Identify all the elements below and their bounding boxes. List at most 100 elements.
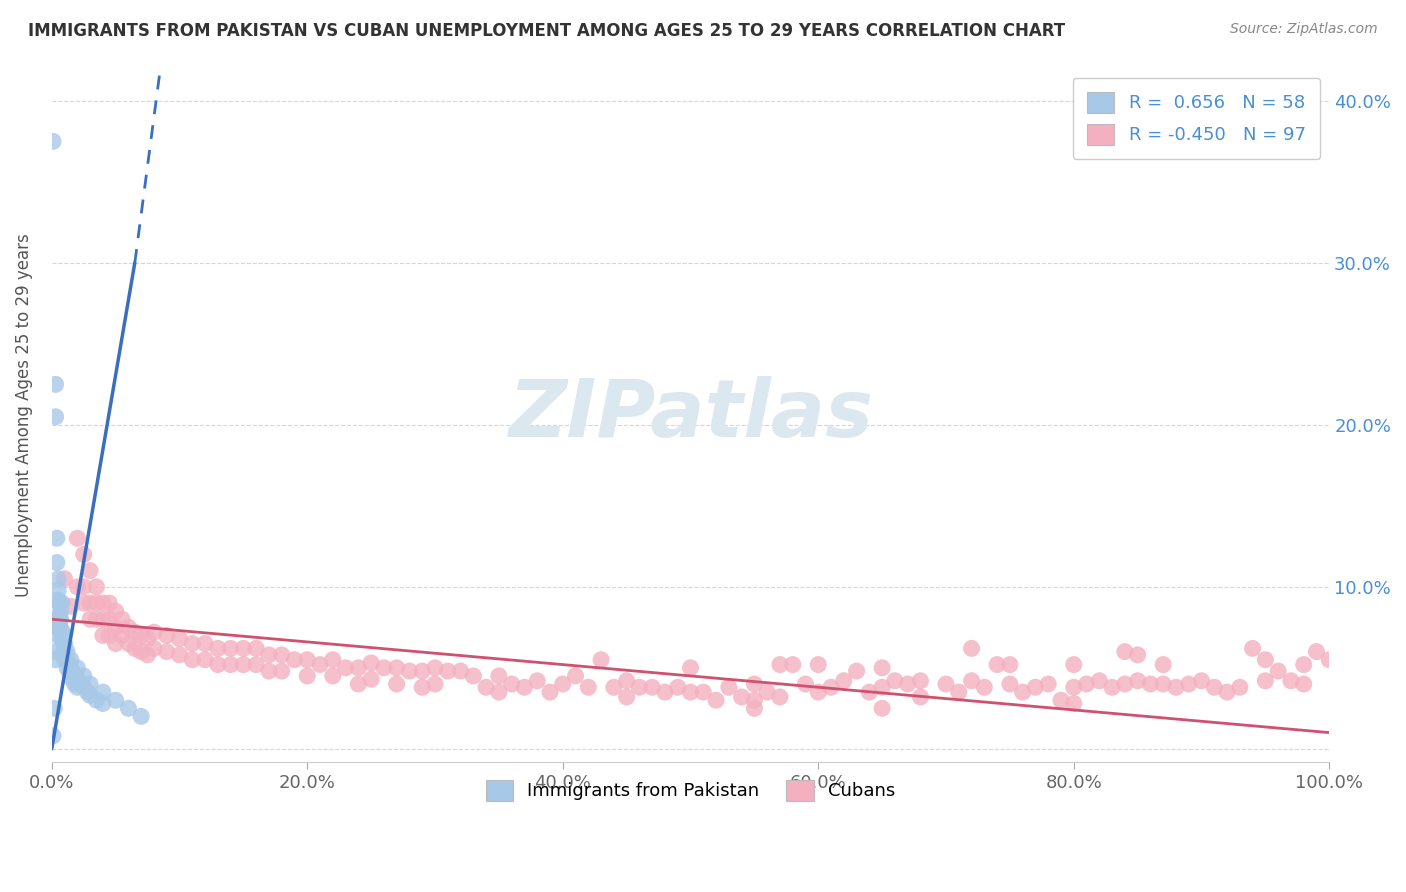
Point [245,657,267,672]
Point [169,648,191,662]
Point [207,641,229,656]
Point [194,636,217,650]
Point [986,657,1008,672]
Point [73,580,96,594]
Legend: Immigrants from Pakistan, Cubans: Immigrants from Pakistan, Cubans [471,765,910,815]
Point [73,548,96,562]
Point [181,636,204,650]
Point [86,612,108,626]
Point [270,648,292,662]
Point [73,669,96,683]
Point [59,599,82,614]
Point [628,680,651,694]
Point [450,664,472,678]
Point [1038,677,1060,691]
Point [66,580,89,594]
Point [782,657,804,672]
Point [79,612,101,626]
Point [1076,677,1098,691]
Point [794,677,817,691]
Point [63,669,86,683]
Point [79,596,101,610]
Point [142,641,165,656]
Point [538,685,561,699]
Point [45,556,67,570]
Point [935,677,957,691]
Point [692,685,714,699]
Point [117,701,139,715]
Point [48,596,70,610]
Point [45,620,67,634]
Point [385,677,408,691]
Point [1164,680,1187,694]
Point [679,685,702,699]
Point [42,729,65,743]
Point [98,628,121,642]
Point [48,617,70,632]
Point [51,632,73,646]
Point [129,645,152,659]
Point [232,657,254,672]
Point [1191,673,1213,688]
Point [998,657,1021,672]
Point [360,672,382,686]
Point [591,653,613,667]
Point [124,641,146,656]
Point [91,697,114,711]
Point [73,596,96,610]
Point [69,677,91,691]
Point [136,632,159,646]
Point [257,664,280,678]
Point [807,657,830,672]
Point [1050,693,1073,707]
Point [1152,677,1174,691]
Point [79,689,101,703]
Point [117,620,139,634]
Point [49,624,72,638]
Point [603,680,626,694]
Point [66,680,89,694]
Point [1088,673,1111,688]
Point [1305,645,1327,659]
Point [1114,677,1136,691]
Point [832,673,855,688]
Point [49,604,72,618]
Point [49,612,72,626]
Point [411,680,433,694]
Point [53,653,76,667]
Point [335,661,357,675]
Point [1216,685,1239,699]
Point [1267,664,1289,678]
Point [79,564,101,578]
Point [142,625,165,640]
Point [1063,680,1085,694]
Text: Source: ZipAtlas.com: Source: ZipAtlas.com [1230,22,1378,37]
Point [45,409,67,424]
Point [679,661,702,675]
Point [1292,657,1315,672]
Point [60,672,83,686]
Point [297,669,319,683]
Point [769,657,792,672]
Point [1024,680,1046,694]
Point [322,653,344,667]
Point [845,664,868,678]
Point [117,636,139,650]
Point [45,377,67,392]
Point [704,693,727,707]
Point [181,653,204,667]
Point [360,656,382,670]
Point [91,612,114,626]
Point [1114,645,1136,659]
Point [53,645,76,659]
Point [488,685,510,699]
Point [59,653,82,667]
Point [1279,673,1302,688]
Point [807,685,830,699]
Point [46,620,69,634]
Point [1139,677,1161,691]
Point [1126,673,1149,688]
Point [1229,680,1251,694]
Point [56,645,79,659]
Point [53,636,76,650]
